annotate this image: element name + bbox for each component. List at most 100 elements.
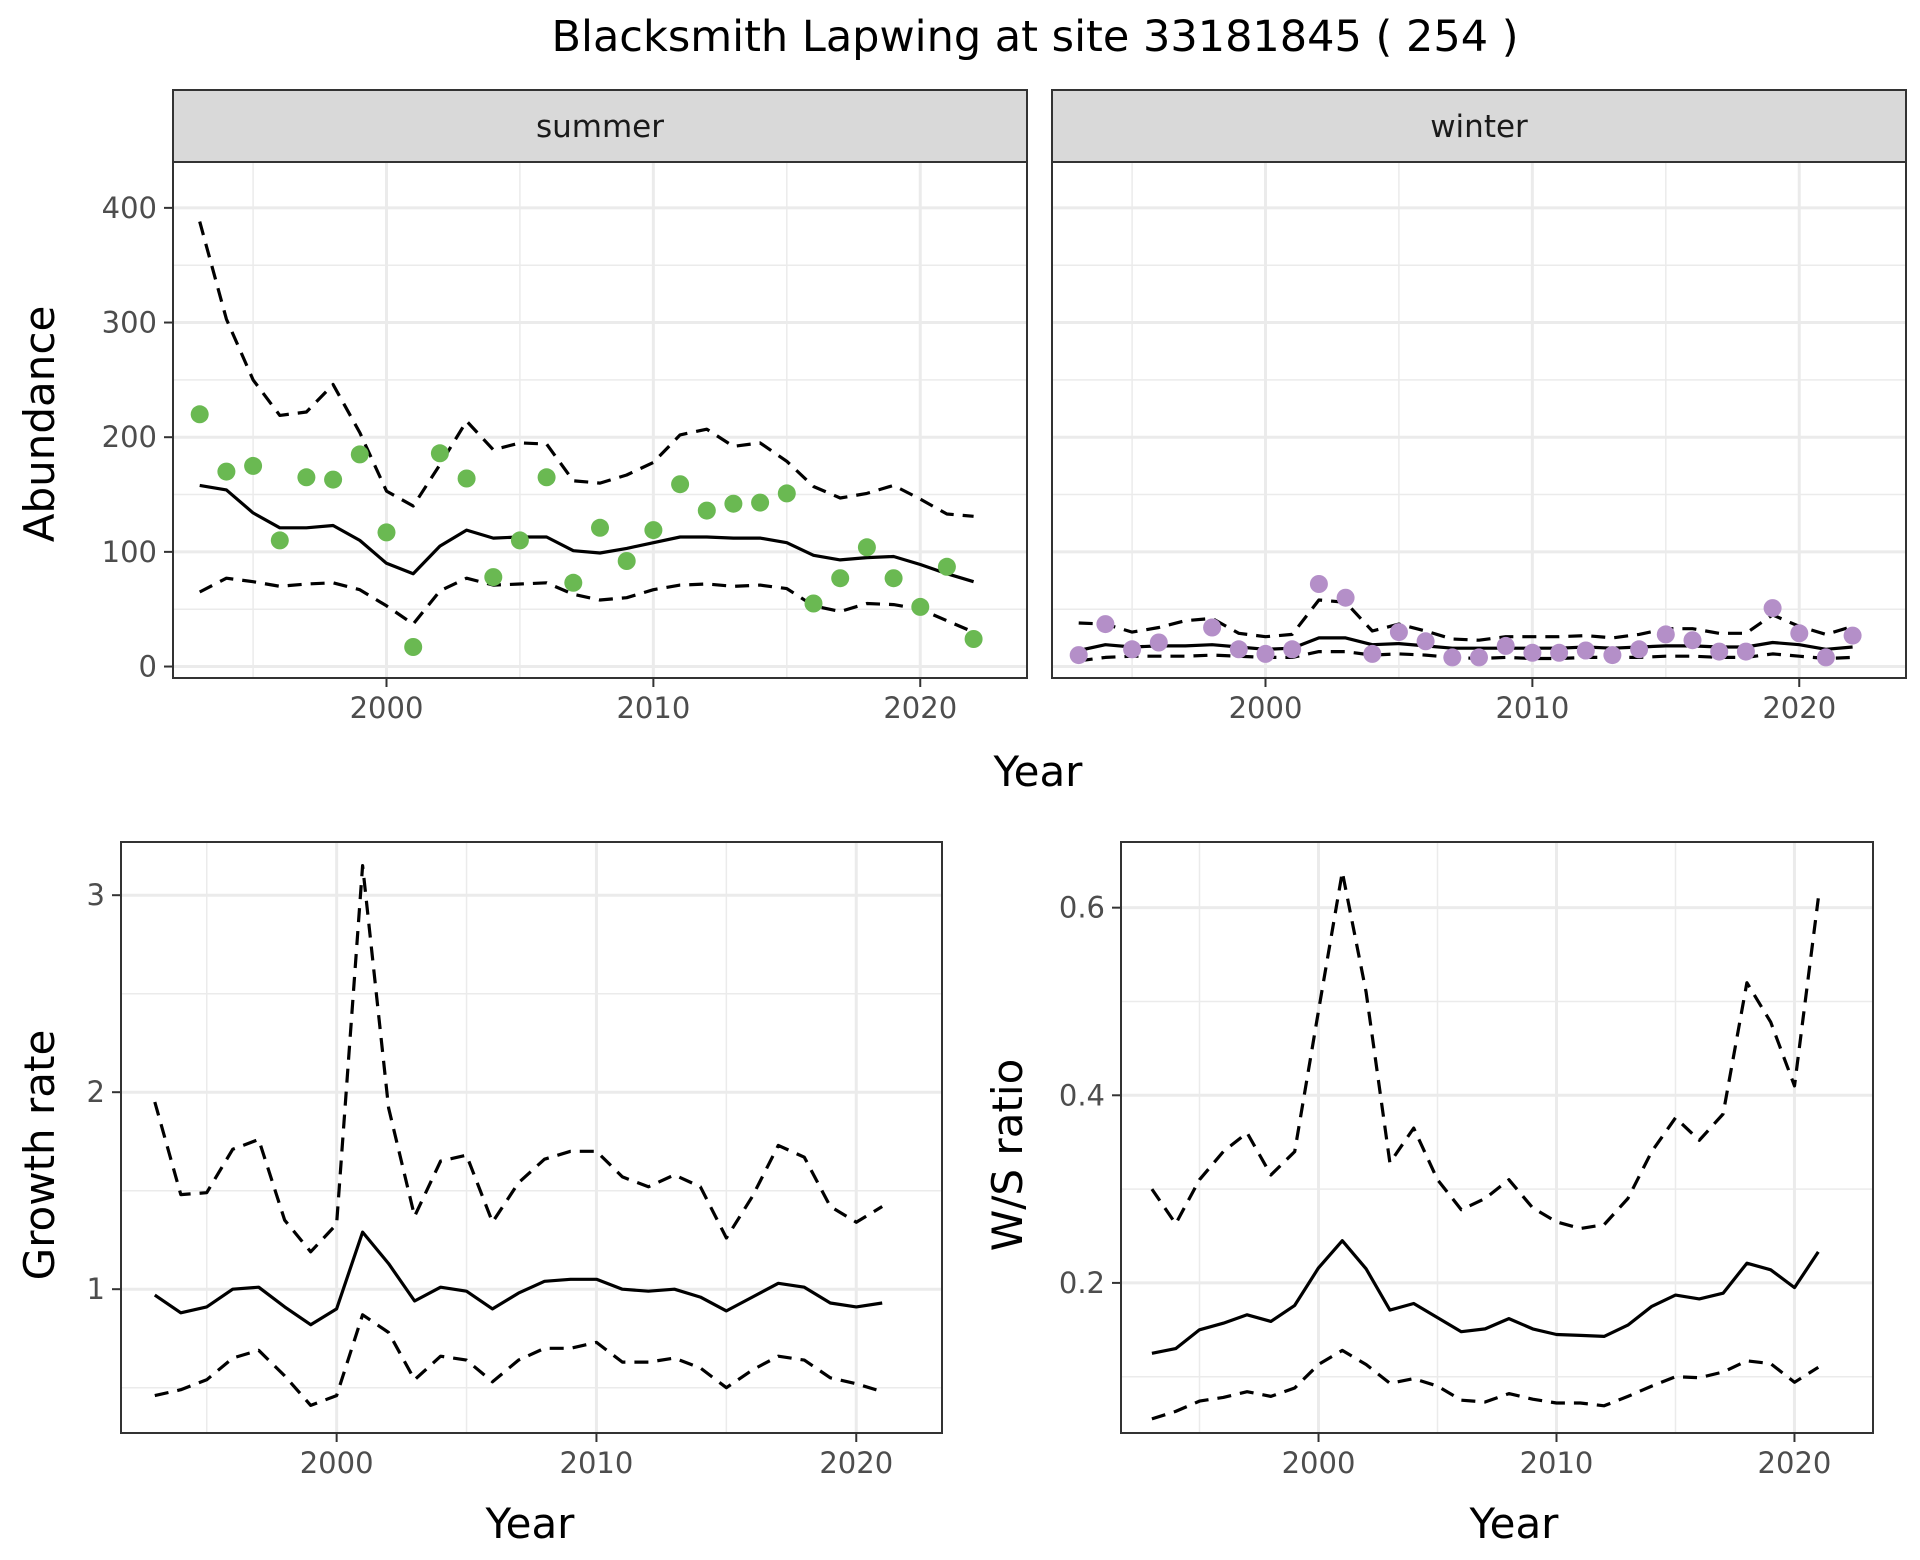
facet-strip — [172, 89, 1028, 163]
data-point — [244, 456, 263, 475]
data-point — [1736, 642, 1755, 661]
data-point — [1470, 648, 1488, 667]
x-axis-title-growth: Year — [485, 1499, 576, 1548]
panel-winter: winter 2000 2010 2020 — [1051, 89, 1907, 725]
data-point — [217, 462, 236, 481]
data-point — [1336, 588, 1355, 607]
y-tick-label: 300 — [102, 306, 157, 340]
panel-border — [1120, 841, 1874, 1434]
data-point — [697, 501, 716, 520]
data-point — [1603, 646, 1622, 665]
data-point — [1283, 640, 1302, 659]
x-tick-label: 2020 — [1762, 691, 1836, 725]
data-point — [1363, 644, 1382, 663]
x-tick-label: 2000 — [1282, 1446, 1356, 1480]
data-point — [911, 597, 930, 616]
data-point — [1576, 641, 1595, 660]
y-axis-title-growth: Growth rate — [15, 1030, 64, 1281]
data-point — [484, 568, 503, 587]
x-tick-label: 2010 — [1520, 1446, 1594, 1480]
data-point — [1790, 624, 1809, 643]
x-axis-title-ratio: Year — [1469, 1499, 1560, 1548]
data-point — [591, 518, 609, 537]
data-point — [1229, 640, 1248, 659]
data-point — [1710, 642, 1729, 661]
data-point — [884, 569, 903, 588]
y-tick-label: 2 — [87, 1075, 105, 1109]
data-point — [1416, 632, 1435, 651]
x-tick-label: 2010 — [560, 1446, 634, 1480]
panel-summer: summer 2000 2010 2020 0 100 200 300 400 — [102, 89, 1028, 725]
data-point — [324, 470, 343, 489]
data-point — [1443, 648, 1462, 667]
data-point — [1656, 625, 1675, 644]
x-tick-label: 2000 — [300, 1446, 374, 1480]
data-point — [457, 469, 476, 488]
data-point — [777, 484, 796, 503]
y-tick-label: 3 — [87, 878, 105, 912]
estimate-line — [153, 1230, 883, 1327]
data-point — [564, 573, 583, 592]
y-tick-label: 200 — [102, 420, 157, 454]
data-point — [964, 630, 983, 648]
data-point — [1203, 618, 1222, 637]
x-tick-label: 2020 — [883, 691, 957, 725]
data-point — [1096, 615, 1115, 634]
facet-strip — [1051, 89, 1907, 163]
panel-growth: 2000 2010 2020 1 2 3 — [87, 841, 943, 1480]
upper-bound-line — [153, 863, 884, 1254]
y-axis-title-abundance: Abundance — [15, 306, 64, 543]
data-point — [1630, 640, 1649, 659]
data-point — [644, 521, 663, 540]
lower-bound-line — [1151, 1348, 1820, 1421]
x-tick-label: 2000 — [1229, 691, 1303, 725]
data-point — [831, 569, 850, 588]
data-point — [1389, 623, 1408, 642]
y-tick-label: 0.2 — [1059, 1266, 1105, 1300]
data-point — [190, 405, 209, 424]
estimate-line — [1151, 1239, 1820, 1355]
upper-bound-line — [1078, 598, 1854, 642]
facet-strip-label: winter — [1430, 109, 1528, 145]
y-tick-label: 0.6 — [1059, 891, 1105, 925]
data-point — [1550, 643, 1569, 662]
data-point — [724, 494, 743, 513]
data-point — [1496, 636, 1515, 655]
lower-bound-line — [198, 576, 975, 634]
x-tick-label: 2010 — [1495, 691, 1569, 725]
data-point — [537, 468, 556, 487]
x-axis-title-top: Year — [993, 747, 1084, 796]
data-point — [377, 523, 396, 542]
data-point — [1123, 640, 1142, 659]
data-point — [1149, 633, 1168, 652]
data-point — [1256, 644, 1275, 663]
data-point — [804, 594, 823, 613]
data-point — [857, 538, 876, 557]
lower-bound-line — [154, 1313, 883, 1408]
y-axis-title-ratio: W/S ratio — [983, 1059, 1032, 1252]
lower-bound-line — [1078, 649, 1853, 663]
facet-strip-label: summer — [536, 109, 664, 145]
data-point — [1816, 648, 1835, 667]
y-tick-label: 1 — [87, 1272, 105, 1306]
data-point — [937, 557, 956, 576]
x-tick-label: 2010 — [616, 691, 690, 725]
data-point — [404, 638, 423, 656]
data-point — [1763, 599, 1782, 618]
data-point — [1309, 575, 1328, 593]
data-point — [617, 552, 636, 570]
data-point — [751, 493, 770, 512]
estimate-line — [199, 483, 975, 584]
x-tick-label: 2000 — [350, 691, 424, 725]
chart-title: Blacksmith Lapwing at site 33181845 ( 25… — [552, 12, 1519, 62]
y-tick-label: 400 — [102, 191, 157, 225]
data-point — [350, 445, 369, 464]
upper-bound-line — [198, 221, 974, 518]
y-tick-label: 0.4 — [1059, 1078, 1105, 1112]
data-point — [430, 444, 449, 463]
panel-border — [120, 841, 943, 1434]
data-point — [270, 531, 289, 550]
panel-ratio: 2000 2010 2020 0.2 0.4 0.6 — [1059, 841, 1874, 1480]
y-tick-label: 100 — [102, 535, 157, 569]
